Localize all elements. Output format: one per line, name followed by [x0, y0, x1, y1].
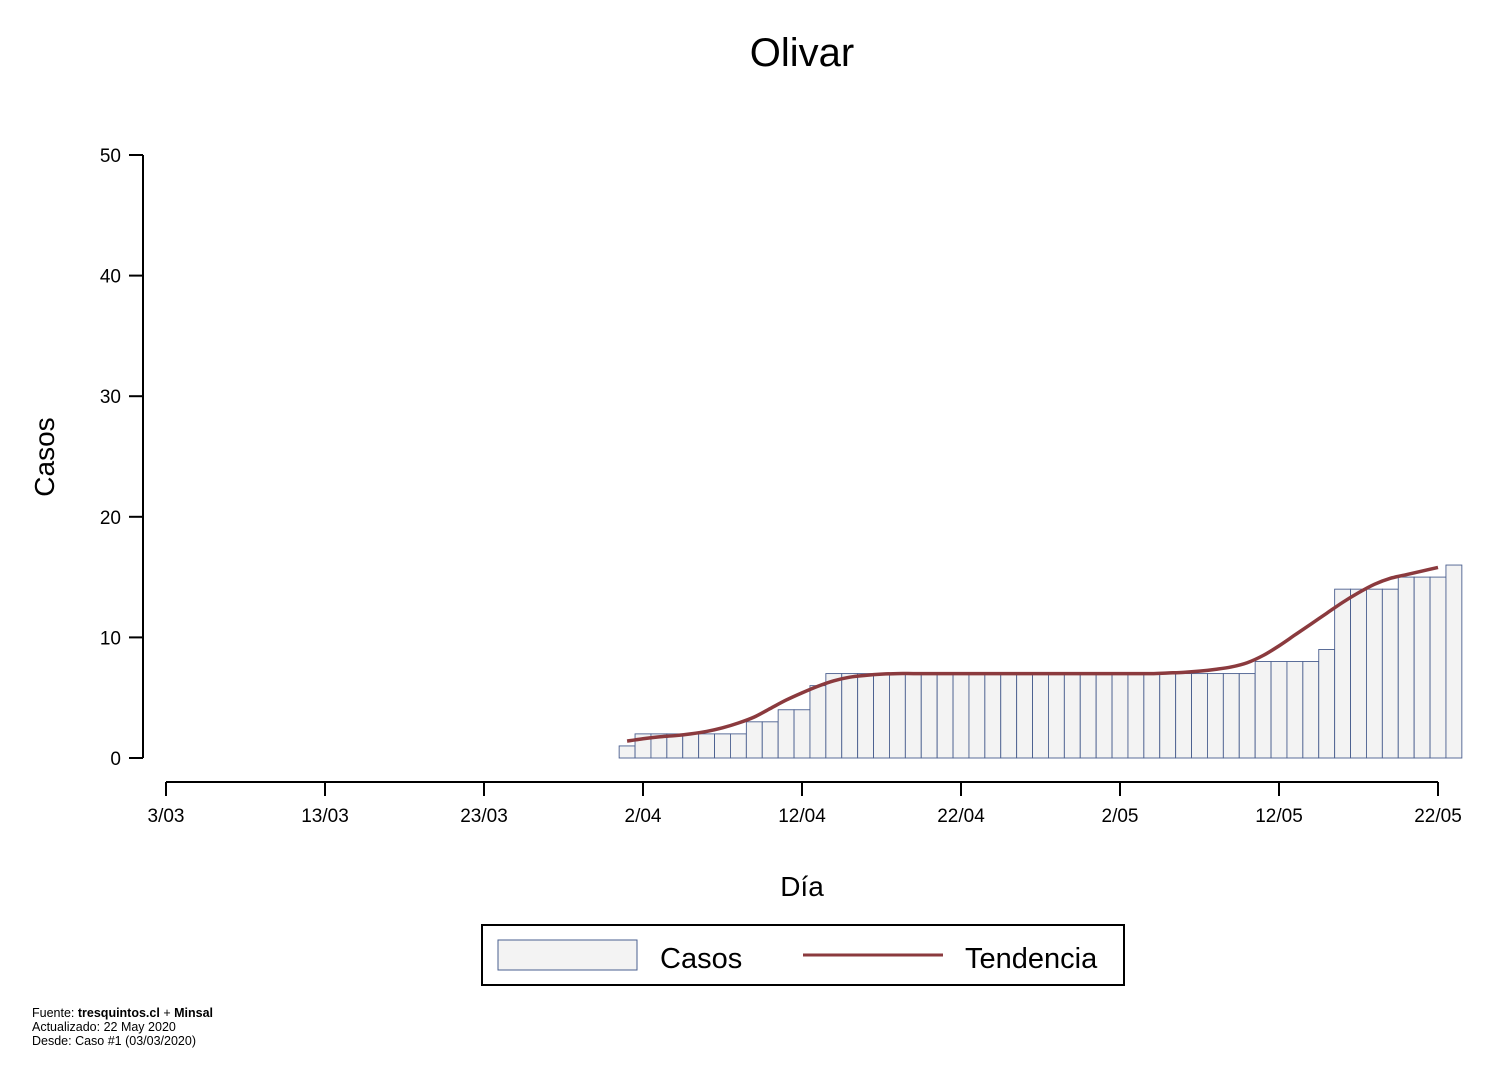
bar: [857, 673, 875, 759]
bar: [1222, 673, 1240, 759]
bar: [793, 709, 811, 759]
bar: [1270, 661, 1288, 759]
bar: [1350, 588, 1367, 759]
bar: [1206, 673, 1224, 759]
footer-source-line: Fuente: tresquintos.cl + Minsal: [32, 1006, 213, 1020]
bar: [1159, 673, 1177, 759]
trend-series: [626, 565, 1439, 743]
bar: [714, 733, 731, 759]
bar: [1175, 673, 1193, 759]
bar: [618, 745, 636, 759]
footer-since-line: Desde: Caso #1 (03/03/2020): [32, 1034, 196, 1048]
bar: [873, 673, 890, 759]
bar: [1143, 673, 1161, 759]
bar: [682, 733, 700, 759]
x-tick-label: 23/03: [460, 806, 508, 827]
bar: [1111, 673, 1129, 759]
x-tick-label: 2/04: [625, 806, 662, 827]
bar: [984, 673, 1002, 759]
bar: [1254, 661, 1272, 759]
bar: [1047, 673, 1065, 759]
x-tick-label: 12/05: [1255, 806, 1303, 827]
bar: [1445, 564, 1463, 759]
bar: [841, 673, 859, 759]
y-tick-label: 40: [100, 267, 121, 288]
y-tick-label: 20: [100, 508, 121, 529]
bar: [1000, 673, 1018, 759]
legend-swatch-casos: [497, 939, 638, 971]
bar: [1286, 661, 1304, 759]
bar: [1238, 673, 1256, 759]
footer-updated-line: Actualizado: 22 May 2020: [32, 1020, 176, 1034]
bar: [1032, 673, 1049, 759]
bar: [1016, 673, 1034, 759]
legend-label-tendencia: Tendencia: [965, 943, 1098, 975]
bar: [730, 733, 747, 759]
y-axis: 0 10 20 30 40 50: [100, 146, 144, 770]
bar: [745, 721, 763, 759]
bar: [1429, 576, 1447, 759]
trend-line: [626, 565, 1439, 743]
x-tick-label: 22/04: [937, 806, 985, 827]
legend: Casos Tendencia: [481, 924, 1125, 986]
x-tick-label: 2/05: [1102, 806, 1139, 827]
source-footer: Fuente: tresquintos.cl + Minsal Actualiz…: [32, 1006, 213, 1048]
bar: [1191, 673, 1208, 759]
y-tick-label: 30: [100, 387, 121, 408]
legend-label-casos: Casos: [660, 943, 742, 975]
y-tick-label: 10: [100, 628, 121, 649]
chart-title: Olivar: [750, 31, 854, 75]
x-tick-label: 12/04: [778, 806, 826, 827]
bar: [1397, 576, 1415, 759]
bar: [904, 673, 922, 759]
y-axis-title: Casos: [29, 417, 60, 496]
x-axis: 3/03 13/03 23/03 2/04 12/04 22/04 2/05 12/05 22/…: [148, 781, 1462, 827]
y-tick-label: 0: [110, 749, 121, 770]
bar: [952, 673, 970, 759]
bar: [761, 721, 779, 759]
x-axis-title: Día: [780, 871, 824, 902]
bar-series: [618, 564, 1463, 759]
bar: [1381, 588, 1399, 759]
bar: [1318, 649, 1336, 759]
bar: [1095, 673, 1113, 759]
bar: [698, 733, 716, 759]
x-tick-label: 3/03: [148, 806, 185, 827]
bar: [1079, 673, 1097, 759]
bar: [968, 673, 986, 759]
bar: [889, 673, 906, 759]
bar: [777, 709, 795, 759]
bar: [1063, 673, 1081, 759]
y-tick-label: 50: [100, 146, 121, 167]
bar: [825, 673, 843, 759]
bar: [1334, 588, 1352, 759]
bar: [1365, 588, 1383, 759]
bar: [809, 685, 827, 759]
bar: [1302, 661, 1320, 759]
bar: [1413, 576, 1431, 759]
bar: [1127, 673, 1145, 759]
bar: [936, 673, 954, 759]
x-tick-label: 13/03: [301, 806, 349, 827]
bar: [920, 673, 938, 759]
x-tick-label: 22/05: [1414, 806, 1462, 827]
